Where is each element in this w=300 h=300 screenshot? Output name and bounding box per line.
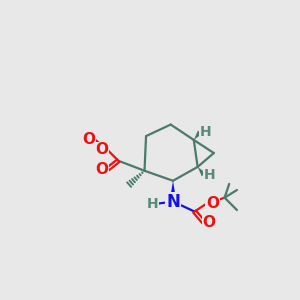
Polygon shape	[198, 167, 206, 176]
Text: H: H	[200, 125, 211, 139]
Text: O: O	[203, 215, 216, 230]
Polygon shape	[169, 181, 176, 202]
Text: H: H	[203, 168, 215, 182]
Text: O: O	[96, 142, 109, 158]
Polygon shape	[194, 130, 202, 140]
Text: O: O	[96, 162, 109, 177]
Text: O: O	[206, 196, 219, 211]
Text: H: H	[146, 197, 158, 211]
Text: N: N	[166, 193, 180, 211]
Text: O: O	[82, 132, 95, 147]
